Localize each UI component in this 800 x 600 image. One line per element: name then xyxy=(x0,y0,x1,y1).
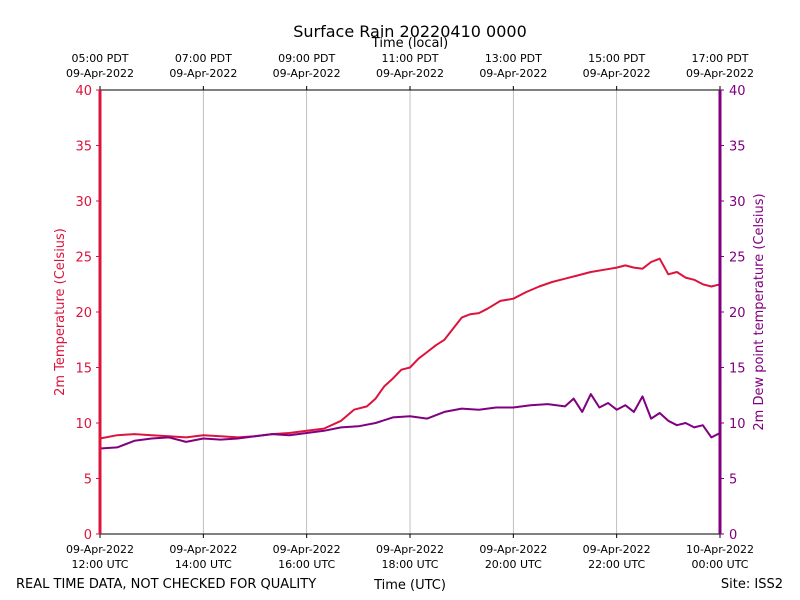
x-tick-label-date: 10-Apr-2022 xyxy=(686,543,754,556)
top-tick-label-date: 09-Apr-2022 xyxy=(273,67,341,80)
top-tick-label-time: 13:00 PDT xyxy=(485,52,542,65)
top-tick-label-time: 09:00 PDT xyxy=(278,52,335,65)
left-tick-label: 30 xyxy=(75,195,92,210)
right-tick-label: 15 xyxy=(729,362,746,377)
line-layer xyxy=(99,257,721,450)
left-axis-label: 2m Temperature (Celsius) xyxy=(53,228,68,396)
x-tick-label-date: 09-Apr-2022 xyxy=(479,543,547,556)
chart-title: Surface Rain 20220410 0000 xyxy=(293,22,527,41)
x-tick-label-date: 09-Apr-2022 xyxy=(376,543,444,556)
top-tick-label-date: 09-Apr-2022 xyxy=(479,67,547,80)
left-tick-label: 20 xyxy=(75,306,92,321)
left-tick-label: 15 xyxy=(75,362,92,377)
top-tick-label-date: 09-Apr-2022 xyxy=(66,67,134,80)
x-tick-label-time: 16:00 UTC xyxy=(278,558,335,571)
top-tick-label-date: 09-Apr-2022 xyxy=(169,67,237,80)
right-tick-label: 25 xyxy=(729,251,746,266)
top-tick-label-time: 07:00 PDT xyxy=(175,52,232,65)
top-tick-label-date: 09-Apr-2022 xyxy=(376,67,444,80)
top-tick-label-date: 09-Apr-2022 xyxy=(686,67,754,80)
right-tick-label: 35 xyxy=(729,140,746,155)
quality-note: REAL TIME DATA, NOT CHECKED FOR QUALITY xyxy=(16,577,316,592)
left-tick-label: 0 xyxy=(84,528,92,543)
top-tick-label-time: 05:00 PDT xyxy=(71,52,128,65)
right-axis-label: 2m Dew point temperature (Celsius) xyxy=(752,193,767,430)
left-tick-label: 35 xyxy=(75,140,92,155)
right-tick-label: 40 xyxy=(729,84,746,99)
top-tick-label-date: 09-Apr-2022 xyxy=(583,67,651,80)
right-tick-label: 30 xyxy=(729,195,746,210)
x-tick-label-date: 09-Apr-2022 xyxy=(273,543,341,556)
right-tick-label: 10 xyxy=(729,417,746,432)
bottom-axis-label: Time (UTC) xyxy=(373,578,446,593)
top-axis-label: Time (local) xyxy=(371,36,448,51)
x-tick-label-date: 09-Apr-2022 xyxy=(66,543,134,556)
top-tick-label-time: 11:00 PDT xyxy=(381,52,438,65)
right-tick-label: 20 xyxy=(729,306,746,321)
left-tick-label: 10 xyxy=(75,417,92,432)
x-tick-label-time: 18:00 UTC xyxy=(381,558,438,571)
x-tick-label-time: 22:00 UTC xyxy=(588,558,645,571)
x-tick-label-time: 12:00 UTC xyxy=(71,558,128,571)
site-label: Site: ISS2 xyxy=(721,577,783,592)
left-tick-label: 5 xyxy=(84,473,92,488)
grid-layer xyxy=(202,90,618,534)
right-tick-label: 0 xyxy=(729,528,737,543)
x-tick-label-time: 14:00 UTC xyxy=(175,558,232,571)
x-tick-label-time: 00:00 UTC xyxy=(691,558,748,571)
top-tick-label-time: 17:00 PDT xyxy=(691,52,748,65)
x-tick-label-date: 09-Apr-2022 xyxy=(583,543,651,556)
left-tick-label: 40 xyxy=(75,84,92,99)
left-tick-label: 25 xyxy=(75,251,92,266)
x-tick-label-date: 09-Apr-2022 xyxy=(169,543,237,556)
top-tick-label-time: 15:00 PDT xyxy=(588,52,645,65)
tick-layer: 09-Apr-2022 12:00 UTC 09-Apr-2022 14:00 UTC… xyxy=(66,52,754,571)
dewpoint-series-line xyxy=(99,393,721,450)
right-tick-label: 5 xyxy=(729,473,737,488)
x-tick-label-time: 20:00 UTC xyxy=(485,558,542,571)
